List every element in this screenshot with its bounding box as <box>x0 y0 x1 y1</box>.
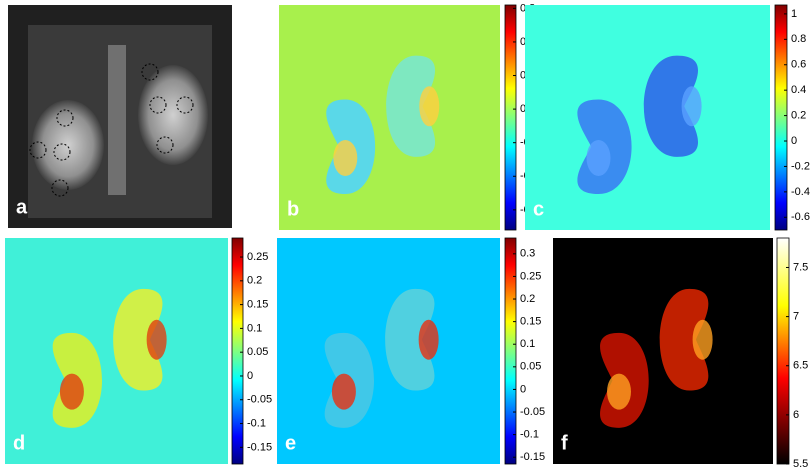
tick-label: -0.6 <box>791 211 810 223</box>
panel-label: a <box>16 196 28 218</box>
hot-spot <box>59 373 84 410</box>
tick-label: -0.15 <box>247 441 272 453</box>
tick-label: -0.1 <box>247 417 266 429</box>
kidney <box>113 288 163 391</box>
kidney <box>659 288 709 391</box>
tick-label: 0.4 <box>791 84 806 96</box>
roi-circle <box>51 179 69 197</box>
panel-label: f <box>561 432 568 454</box>
tick-label: -0.1 <box>520 429 539 441</box>
tick-label: 0.6 <box>791 59 806 71</box>
roi-circle <box>149 96 167 114</box>
tick-label: 0.2 <box>791 109 806 121</box>
tick-label: 0.15 <box>520 316 541 328</box>
colorbar <box>504 237 517 465</box>
panel-label: b <box>287 198 299 220</box>
tick-label: 6.5 <box>793 360 808 372</box>
roi-circle <box>29 141 47 159</box>
tick-label: -0.15 <box>520 451 545 463</box>
roi-circle <box>56 109 74 127</box>
tick-label: -0.4 <box>791 186 810 198</box>
hot-spot <box>692 319 713 360</box>
kidney <box>386 55 436 157</box>
hot-spot <box>681 86 702 127</box>
tick-label: -0.05 <box>247 394 272 406</box>
tick-label: 6 <box>793 409 799 421</box>
spine <box>108 45 126 195</box>
tick-label: 7.5 <box>793 261 808 273</box>
roi-circle <box>141 63 159 81</box>
kidney <box>643 55 699 157</box>
tick-label: 0.1 <box>247 322 262 334</box>
tick-label: 0.1 <box>520 338 535 350</box>
tick-label: 0 <box>520 383 526 395</box>
tick-label: 0.3 <box>520 248 535 260</box>
roi-circle <box>53 143 71 161</box>
colorbar <box>774 4 788 231</box>
panel-label: c <box>533 198 544 220</box>
panel-label: d <box>13 432 25 454</box>
tick-label: 7 <box>793 311 799 323</box>
tick-label: 0 <box>791 135 797 147</box>
hot-spot <box>333 140 358 176</box>
tick-label: 0.25 <box>247 251 268 263</box>
tick-label: 0.15 <box>247 299 268 311</box>
tick-label: 0.05 <box>247 346 268 358</box>
tick-label: 0 <box>247 370 253 382</box>
colorbar <box>776 237 790 465</box>
tick-label: 0.8 <box>791 33 806 45</box>
tick-label: 0.25 <box>520 270 541 282</box>
tick-label: 0.2 <box>520 293 535 305</box>
roi-circle <box>176 96 194 114</box>
colorbar <box>231 237 244 465</box>
colorbar <box>504 4 517 231</box>
tick-label: 0 <box>520 103 526 115</box>
hot-spot <box>607 373 631 410</box>
tick-label: 0.2 <box>247 275 262 287</box>
hot-spot <box>419 86 440 127</box>
kidney <box>138 65 208 165</box>
roi-circle <box>156 136 174 154</box>
kidney <box>385 288 435 391</box>
panel-label: e <box>285 432 296 454</box>
tick-label: -0.05 <box>520 406 545 418</box>
kidney <box>32 100 104 190</box>
tick-label: -0.2 <box>791 160 810 172</box>
hot-spot <box>331 373 356 410</box>
hot-spot <box>146 319 167 360</box>
hot-spot <box>586 140 611 176</box>
tick-label: 0.05 <box>520 361 541 373</box>
hot-spot <box>418 319 439 360</box>
tick-label: 5.5 <box>793 458 808 470</box>
tick-label: 1 <box>791 8 797 20</box>
